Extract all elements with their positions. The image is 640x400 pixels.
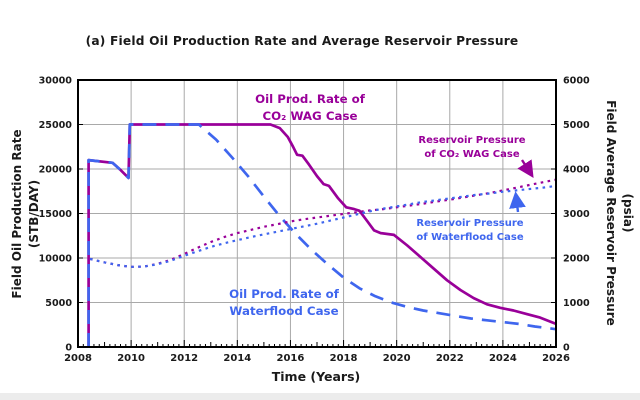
annotation-waterflood-oil-rate-line1: Oil Prod. Rate of (229, 287, 340, 301)
y-left-tick-label: 20000 (39, 165, 73, 176)
y-right-tick-label: 1000 (563, 298, 590, 309)
y-left-tick-label: 15000 (39, 209, 73, 220)
y-right-axis-title-line1: Field Average Reservoir Pressure (604, 100, 618, 326)
annotation-waterflood-pressure-arrow (509, 191, 526, 213)
annotation-wag-oil-rate-line1: Oil Prod. Rate of (255, 92, 366, 106)
y-right-tick-label: 5000 (563, 120, 590, 131)
gridlines (78, 80, 556, 347)
y-right-tick-label: 4000 (563, 165, 590, 176)
annotation-waterflood-pressure-line1: Reservoir Pressure (416, 218, 523, 229)
plot-border (77, 79, 557, 348)
y-right-tick-label: 6000 (563, 76, 590, 87)
x-axis-title: Time (Years) (272, 369, 361, 384)
y-left-axis-title: Field Oil Production Rate (STB/DAY) (10, 129, 41, 298)
y-right-tick-label: 2000 (563, 254, 590, 265)
wag-oil-rate-line (87, 123, 557, 347)
chart-title: (a) Field Oil Production Rate and Averag… (86, 34, 519, 48)
x-tick-label: 2014 (223, 353, 251, 364)
annotation-wag-pressure: Reservoir Pressure of CO₂ WAG Case (418, 135, 534, 179)
y-right-axis-title-line2: (psia) (621, 194, 635, 233)
y-left-tick-label: 25000 (39, 120, 73, 131)
x-tick-label: 2024 (489, 353, 517, 364)
annotation-waterflood-pressure: Reservoir Pressure of Waterflood Case (416, 191, 526, 243)
x-tick-label: 2020 (383, 353, 411, 364)
y-left-tick-label: 5000 (45, 298, 72, 309)
y-left-tick-label: 0 (65, 343, 72, 354)
bottom-window-strip (0, 393, 640, 400)
y-left-tick-label: 10000 (39, 254, 73, 265)
axis-tick-labels: 2008 2010 2012 2014 2016 2018 2020 2022 2024 2026… (39, 76, 590, 365)
y-left-axis-title-line2: (STB/DAY) (27, 180, 41, 248)
y-left-tick-label: 30000 (39, 76, 73, 87)
annotation-waterflood-oil-rate: Oil Prod. Rate of Waterflood Case (229, 287, 340, 318)
x-tick-label: 2012 (170, 353, 198, 364)
x-tick-label: 2018 (330, 353, 358, 364)
x-tick-label: 2016 (277, 353, 305, 364)
data-series (87, 123, 557, 347)
y-right-axis-title: Field Average Reservoir Pressure (psia) (604, 100, 635, 326)
y-left-axis-title-line1: Field Oil Production Rate (10, 129, 24, 298)
x-tick-label: 2022 (436, 353, 464, 364)
x-tick-label: 2008 (64, 353, 92, 364)
annotation-wag-oil-rate: Oil Prod. Rate of CO₂ WAG Case (255, 92, 366, 123)
annotation-wag-oil-rate-line2: CO₂ WAG Case (262, 109, 357, 123)
annotation-waterflood-oil-rate-line2: Waterflood Case (229, 304, 338, 318)
annotation-wag-pressure-line2: of CO₂ WAG Case (424, 149, 519, 160)
annotation-wag-pressure-line1: Reservoir Pressure (418, 135, 525, 146)
waterflood-reservoir-pressure-line (89, 184, 557, 268)
y-right-tick-label: 0 (563, 343, 570, 354)
x-tick-label: 2026 (542, 353, 570, 364)
y-right-tick-label: 3000 (563, 209, 590, 220)
x-tick-label: 2010 (117, 353, 145, 364)
annotation-waterflood-pressure-line2: of Waterflood Case (416, 232, 523, 243)
annotation-wag-pressure-arrow (517, 159, 534, 179)
